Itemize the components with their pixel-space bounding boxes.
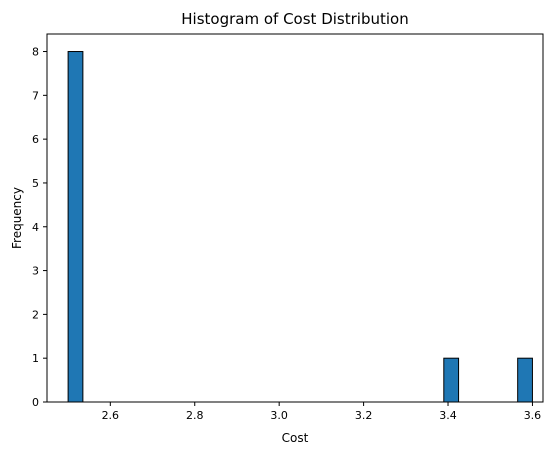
y-tick-label: 2 — [32, 308, 39, 321]
x-tick-label: 3.0 — [270, 409, 288, 422]
x-tick-label: 3.4 — [439, 409, 457, 422]
histogram-bar-2 — [517, 357, 533, 403]
y-tick-label: 3 — [32, 265, 39, 278]
x-axis-ticks: 2.6 2.8 3.0 3.2 3.4 3.6 — [102, 402, 542, 422]
x-tick-label: 2.6 — [102, 409, 120, 422]
y-axis-ticks: 0 1 2 3 4 5 6 7 8 — [32, 46, 47, 409]
bars-group — [67, 51, 533, 403]
histogram-bar-1 — [443, 357, 460, 403]
y-tick-label: 1 — [32, 352, 39, 365]
x-tick-label: 3.2 — [355, 409, 373, 422]
histogram-bar-0 — [67, 51, 84, 403]
plot-frame — [46, 33, 544, 403]
y-tick-label: 0 — [32, 396, 39, 409]
chart-title: Histogram of Cost Distribution — [181, 10, 408, 28]
x-axis-label: Cost — [282, 431, 309, 445]
y-tick-label: 5 — [32, 177, 39, 190]
x-tick-label: 3.6 — [524, 409, 542, 422]
y-tick-label: 8 — [32, 46, 39, 59]
y-axis-label: Frequency — [10, 187, 24, 249]
y-tick-label: 6 — [32, 133, 39, 146]
y-tick-label: 7 — [32, 89, 39, 102]
x-tick-label: 2.8 — [186, 409, 204, 422]
y-tick-label: 4 — [32, 221, 39, 234]
